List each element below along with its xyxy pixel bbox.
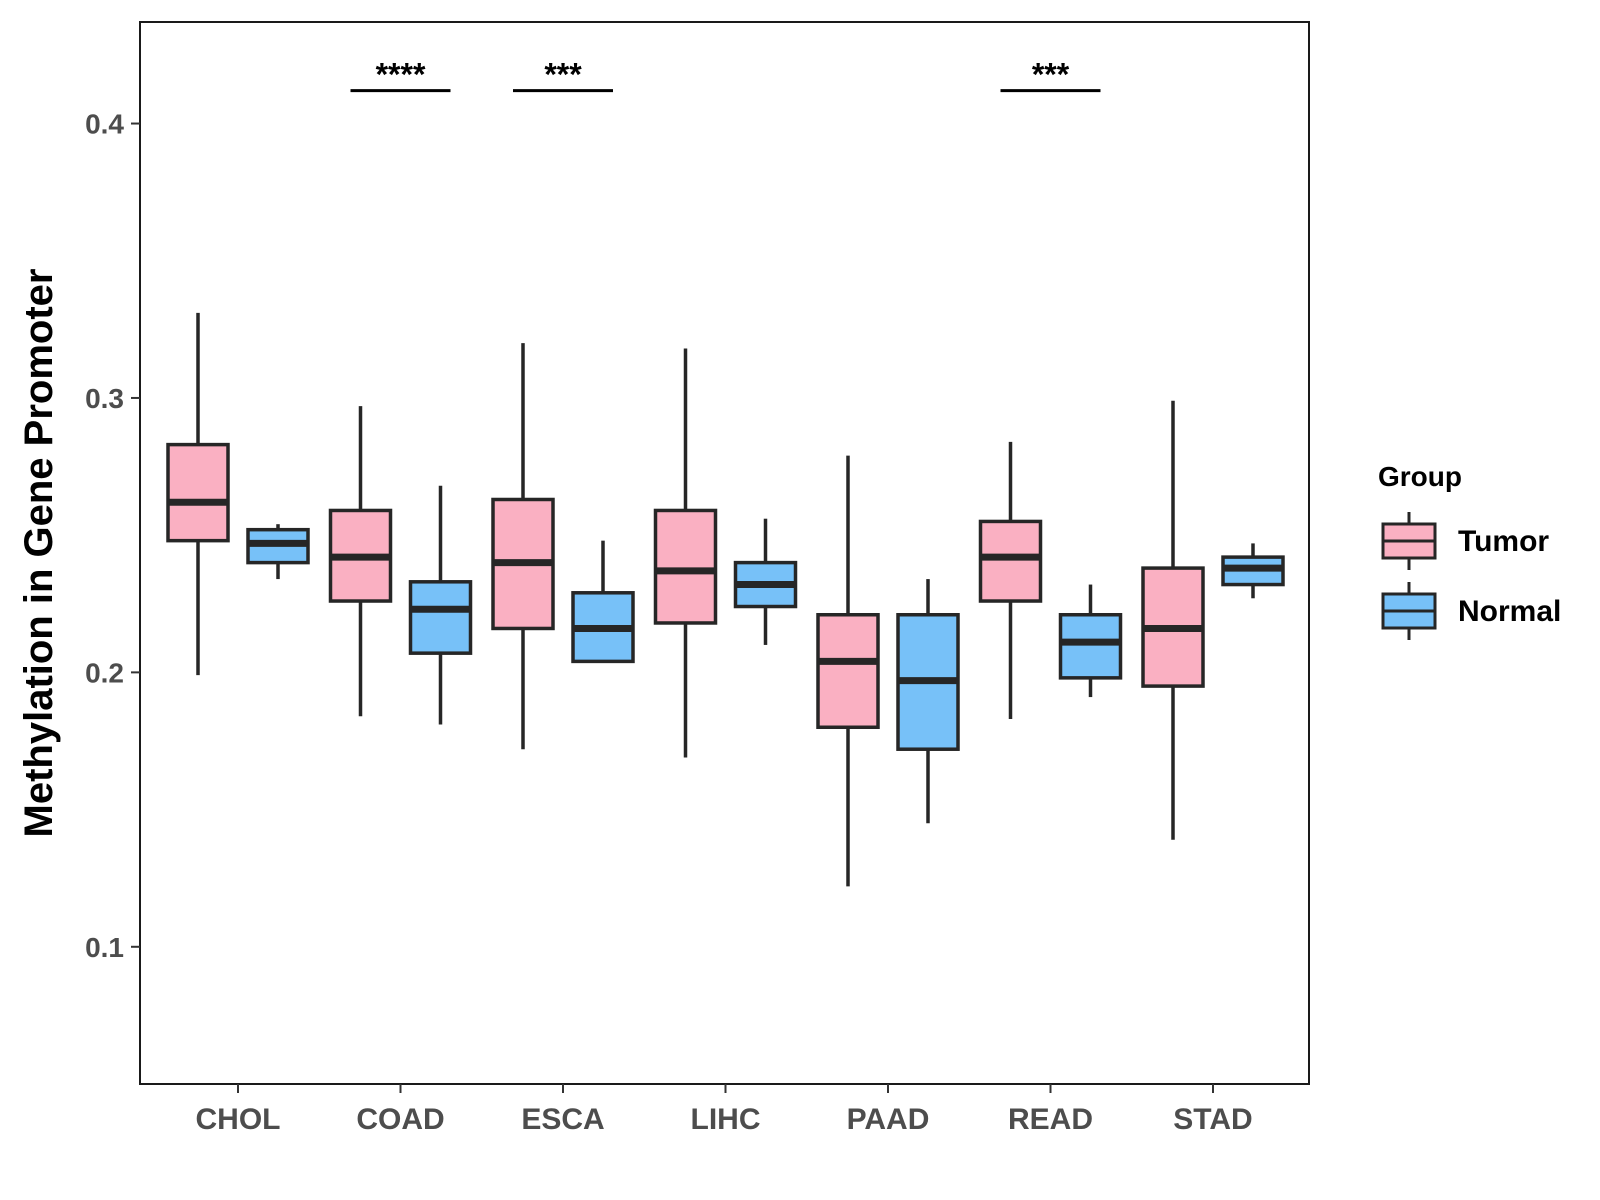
box-tumor-paad — [816, 455, 880, 887]
y-axis-label: Methylation in Gene Promoter — [17, 269, 61, 838]
x-tick-label-coad: COAD — [356, 1103, 444, 1136]
box-normal-stad — [1221, 543, 1285, 599]
x-tick-label-paad: PAAD — [847, 1103, 930, 1136]
plot-panel-border — [139, 21, 1310, 1085]
box-tumor-stad — [1141, 400, 1205, 840]
iqr-box — [978, 519, 1043, 603]
significance-label: **** — [376, 57, 426, 93]
significance-label: *** — [1032, 57, 1070, 93]
box-normal-lihc — [733, 518, 798, 645]
significance-annotations: **** *** *** — [350, 57, 1101, 93]
y-tick-label: 0.1 — [85, 932, 124, 963]
legend-label: Normal — [1458, 595, 1561, 628]
box-normal-coad — [408, 485, 473, 725]
legend-label: Tumor — [1458, 525, 1549, 558]
significance-label: *** — [544, 57, 582, 93]
x-tick-label-stad: STAD — [1173, 1103, 1252, 1136]
box-normal-esca — [571, 540, 635, 664]
box-normal-read — [1058, 584, 1123, 698]
box-tumor-read — [978, 441, 1043, 720]
box-tumor-lihc — [653, 348, 718, 758]
box-tumor-coad — [328, 406, 393, 717]
iqr-box — [653, 508, 718, 625]
legend-title: Group — [1378, 461, 1462, 492]
legend-item-tumor: Tumor — [1381, 512, 1549, 570]
box-normal-paad — [896, 579, 960, 824]
y-tick-label: 0.3 — [85, 383, 124, 414]
iqr-box — [166, 442, 230, 543]
iqr-box — [1058, 612, 1123, 680]
x-tick-label-lihc: LIHC — [691, 1103, 761, 1136]
y-tick-label: 0.4 — [85, 109, 124, 140]
box-layer — [166, 312, 1285, 887]
box-normal-chol — [246, 524, 310, 580]
x-tick-label-esca: ESCA — [521, 1103, 604, 1136]
box-tumor-esca — [491, 343, 555, 750]
x-tick-label-read: READ — [1008, 1103, 1093, 1136]
iqr-box — [408, 580, 473, 655]
iqr-box — [816, 612, 880, 730]
x-tick-label-chol: CHOL — [196, 1103, 281, 1136]
legend: Group Tumor Normal — [1378, 461, 1561, 640]
legend-item-normal: Normal — [1381, 582, 1561, 640]
x-axis: CHOL COAD ESCA LIHC PAAD READ STAD — [196, 1084, 1253, 1136]
y-axis: 0.1 0.2 0.3 0.4 — [85, 109, 140, 963]
y-tick-label: 0.2 — [85, 657, 124, 688]
box-tumor-chol — [166, 312, 230, 676]
